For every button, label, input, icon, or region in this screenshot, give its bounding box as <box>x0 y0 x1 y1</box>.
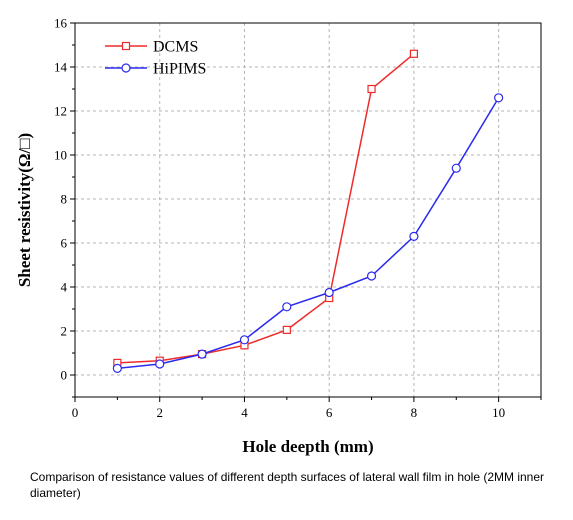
chart: 0 2 4 6 8 10 12 14 16 0 2 4 6 8 10 Hole deepth (mm) Sh… <box>15 16 542 456</box>
data-point <box>451 163 461 173</box>
axis-ticks: 0 2 4 6 8 10 12 14 16 0 2 4 6 8 10 <box>54 16 542 420</box>
y-tick-label: 12 <box>54 104 67 119</box>
series-hipims <box>112 93 504 373</box>
legend: DCMS HiPIMS <box>105 39 206 78</box>
legend-label: DCMS <box>153 39 198 56</box>
legend-marker <box>121 63 131 73</box>
x-tick-label: 10 <box>492 405 505 420</box>
legend-marker <box>121 41 131 51</box>
legend-item: DCMS <box>105 39 198 56</box>
series-layer <box>112 49 504 373</box>
x-axis-title: Hole deepth (mm) <box>242 437 373 456</box>
grid-lines <box>75 23 541 397</box>
y-tick-label: 0 <box>61 368 68 383</box>
data-point <box>366 271 377 281</box>
data-point <box>324 287 334 298</box>
data-point <box>282 302 292 312</box>
data-point <box>155 359 165 369</box>
x-tick-label: 0 <box>72 405 79 420</box>
y-tick-label: 10 <box>54 148 67 163</box>
data-point <box>112 363 122 373</box>
series-line <box>117 53 415 364</box>
y-axis-title: Sheet resistivity(Ω/□) <box>15 133 34 287</box>
y-tick-label: 16 <box>54 16 68 31</box>
data-point <box>367 84 376 94</box>
data-point <box>239 335 250 345</box>
plot-frame <box>74 22 542 398</box>
y-tick-label: 4 <box>61 280 68 295</box>
data-point <box>409 231 419 241</box>
x-tick-label: 4 <box>241 405 248 420</box>
y-tick-label: 8 <box>61 192 68 207</box>
data-point <box>197 349 207 359</box>
y-tick-label: 14 <box>54 60 68 75</box>
data-point <box>409 49 419 58</box>
y-tick-label: 6 <box>61 236 68 251</box>
x-tick-label: 2 <box>156 405 163 420</box>
series-line <box>117 97 500 370</box>
figure-caption: Comparison of resistance values of diffe… <box>30 470 545 500</box>
y-tick-label: 2 <box>61 324 68 339</box>
x-tick-label: 6 <box>326 405 333 420</box>
data-point <box>494 93 504 103</box>
legend-label: HiPIMS <box>153 61 206 78</box>
x-tick-label: 8 <box>411 405 418 420</box>
legend-item: HiPIMS <box>105 61 206 78</box>
data-point <box>282 325 291 334</box>
